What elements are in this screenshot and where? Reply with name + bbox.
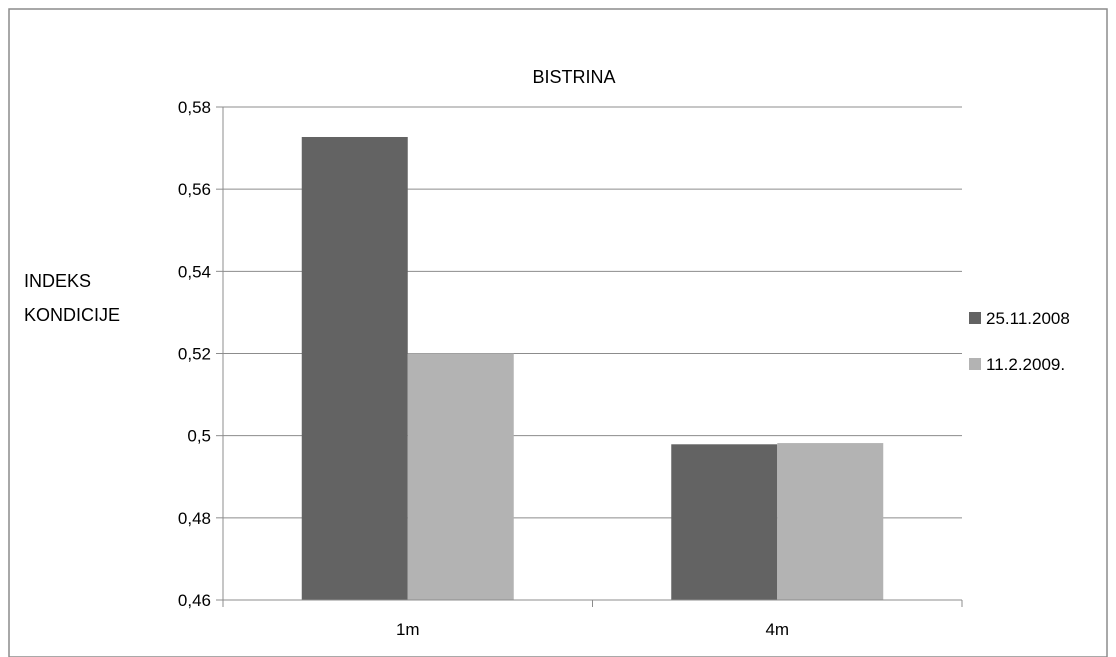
y-tick-labels: 0,46 0,48 0,5 0,52 0,54 0,56 0,58	[178, 98, 211, 610]
bar	[777, 443, 884, 600]
axes	[216, 106, 963, 607]
y-tick-label: 0,46	[178, 591, 211, 610]
chart-title: BISTRINA	[532, 67, 615, 87]
y-tick-label: 0,56	[178, 180, 211, 199]
y-tick-label: 0,54	[178, 262, 211, 281]
legend-swatch	[969, 358, 981, 370]
y-axis-label-line-2: KONDICIJE	[24, 305, 120, 325]
y-tick-label: 0,52	[178, 345, 211, 364]
x-tick-label: 1m	[396, 620, 420, 639]
legend-label: 11.2.2009.	[986, 355, 1065, 374]
y-tick-label: 0,5	[187, 427, 211, 446]
bar	[407, 353, 514, 600]
bars	[301, 136, 884, 600]
legend-swatch	[969, 312, 981, 324]
x-tick-label: 4m	[765, 620, 789, 639]
legend-label: 25.11.2008	[986, 309, 1070, 328]
chart-border	[8, 8, 1108, 657]
y-tick-label: 0,58	[178, 98, 211, 117]
y-tick-label: 0,48	[178, 509, 211, 528]
bar	[301, 136, 408, 600]
x-tick-labels: 1m 4m	[396, 620, 789, 639]
legend: 25.11.2008 11.2.2009.	[969, 309, 1070, 374]
y-axis-label-line-1: INDEKS	[24, 271, 91, 291]
bar	[671, 444, 778, 600]
